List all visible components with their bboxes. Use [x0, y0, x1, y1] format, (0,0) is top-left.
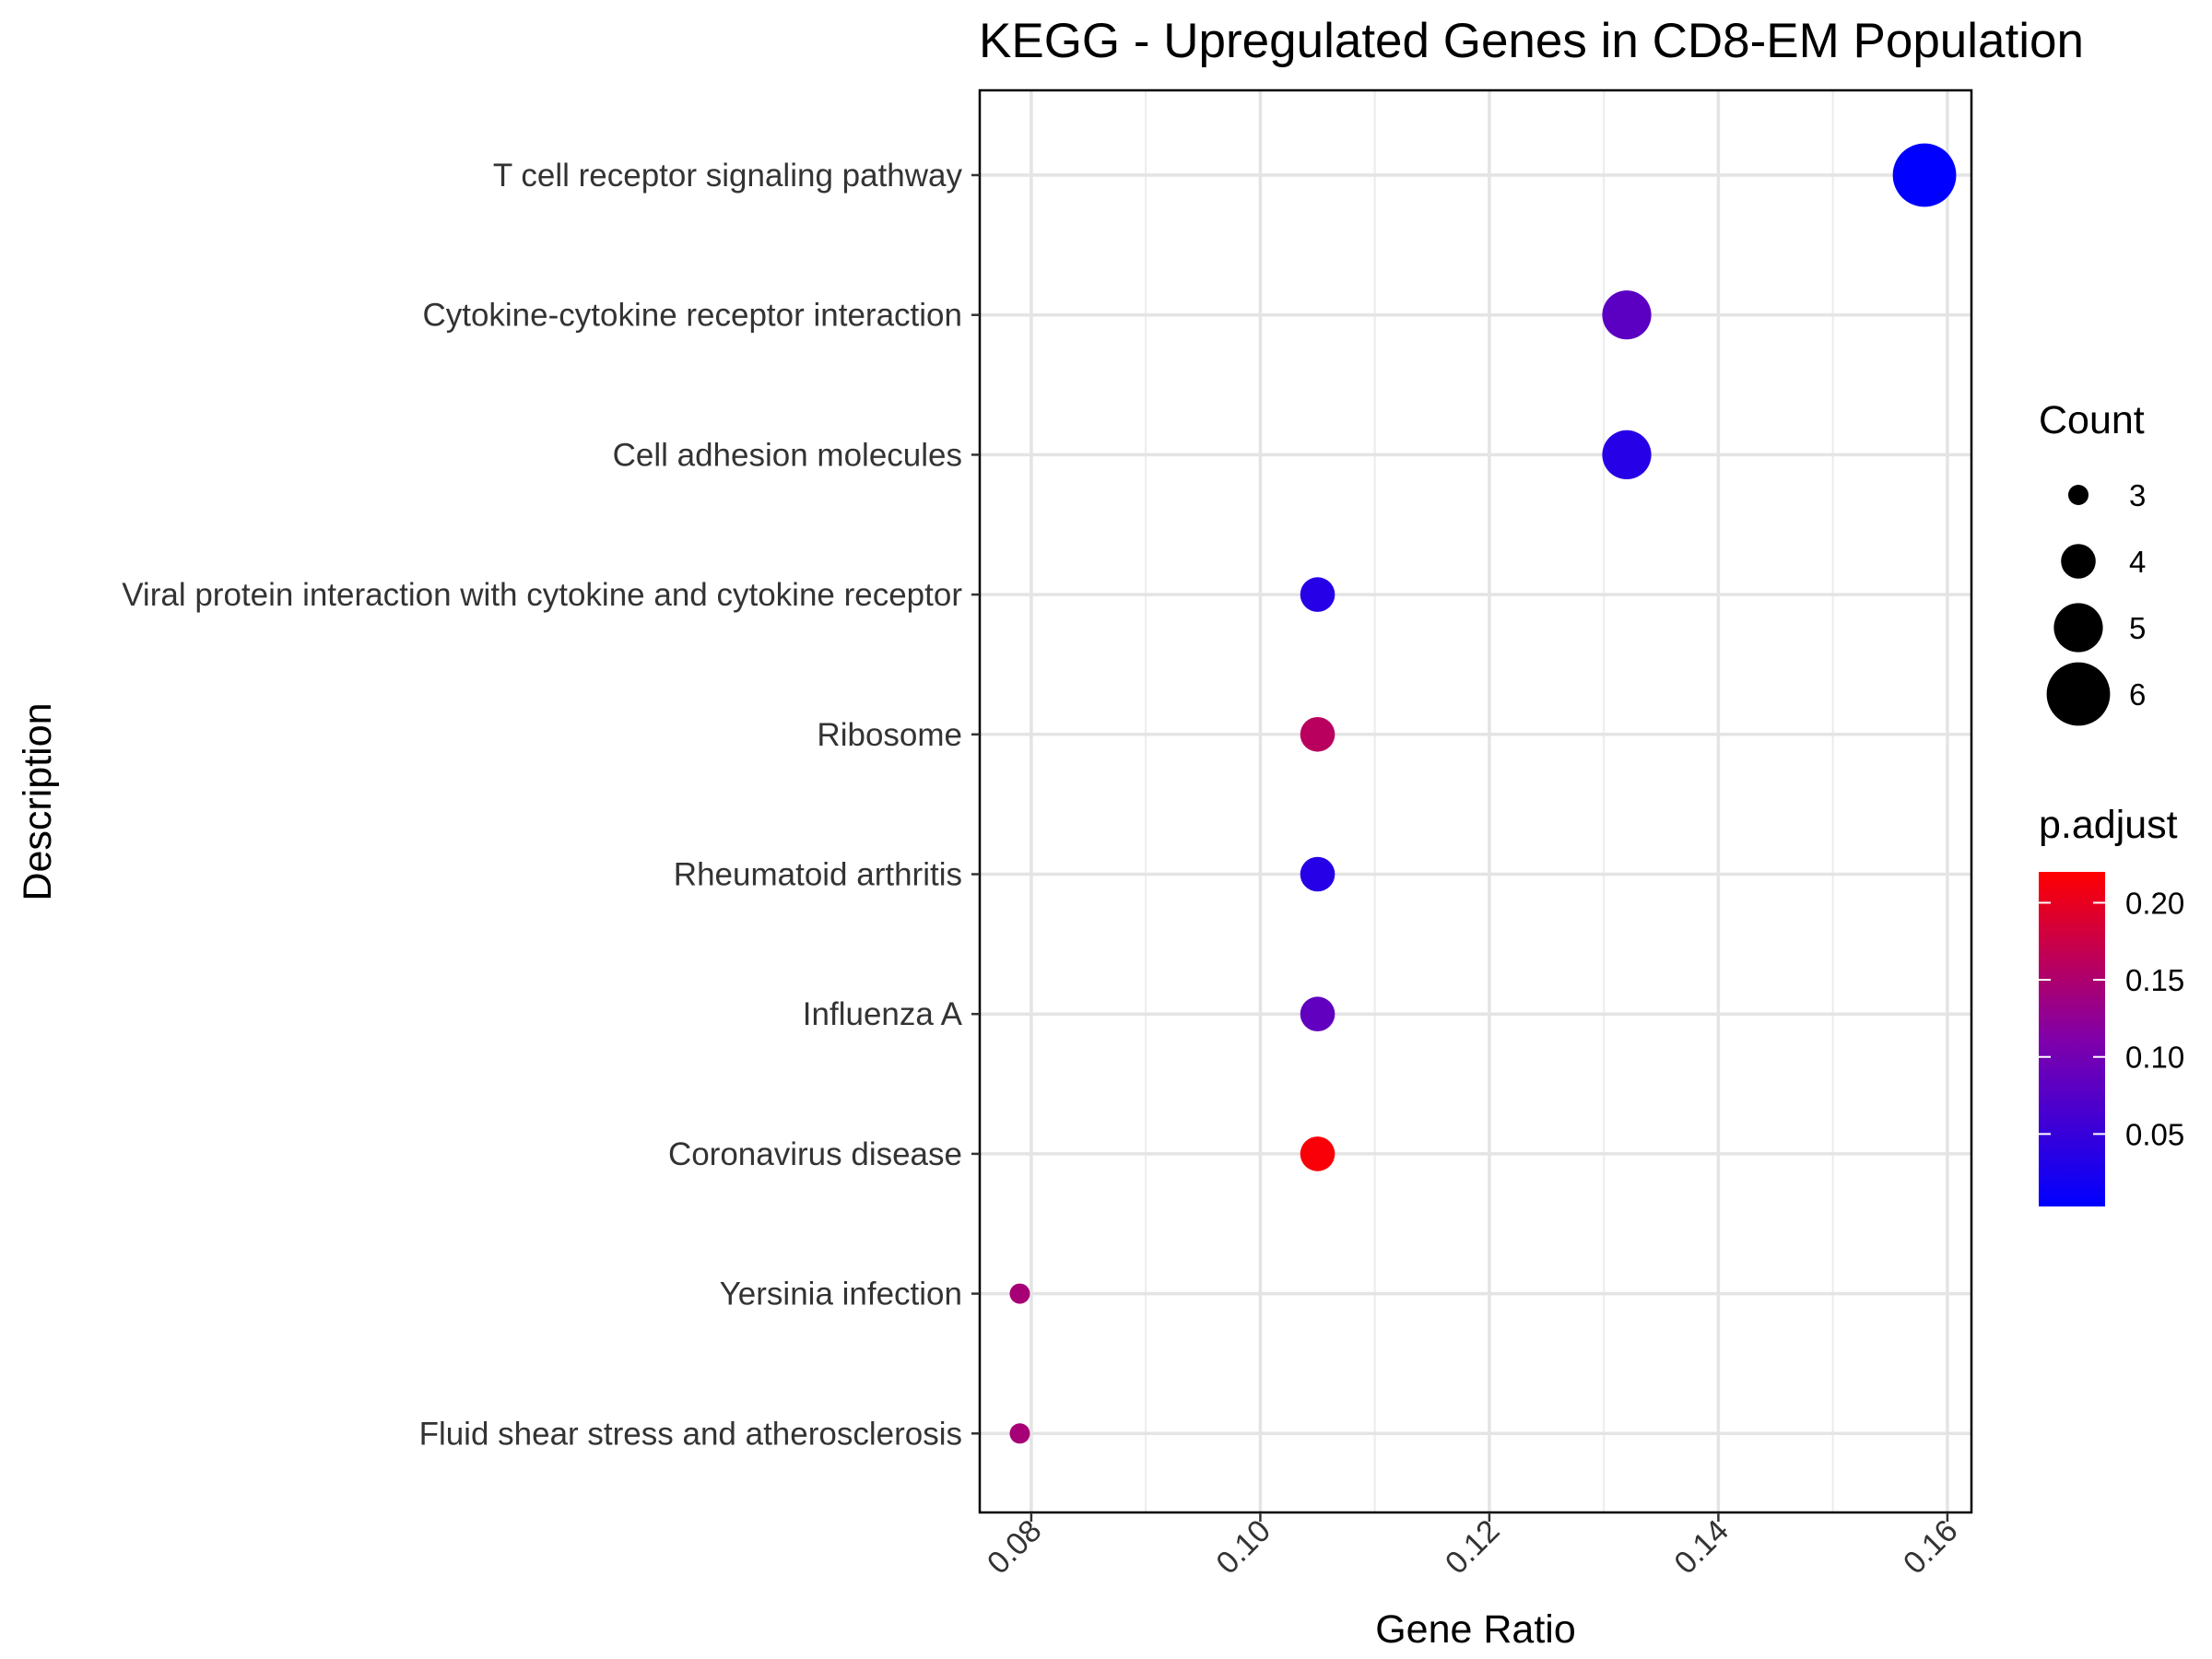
- y-tick-label: Viral protein interaction with cytokine …: [122, 577, 962, 613]
- color-legend-label: 0.15: [2125, 963, 2184, 997]
- data-point: [1602, 290, 1652, 340]
- size-legend-key: [2053, 603, 2103, 653]
- x-tick-labels: 0.08 0.10 0.12 0.14 0.16: [981, 1512, 1965, 1581]
- size-legend-label: 5: [2129, 611, 2146, 645]
- data-point: [1300, 577, 1335, 612]
- grid-major-lines: [980, 90, 1971, 1512]
- data-point: [1300, 1136, 1335, 1171]
- y-axis-title: Description: [16, 702, 60, 900]
- plot-border: [978, 88, 1973, 1514]
- color-legend-label: 0.05: [2125, 1117, 2184, 1151]
- y-tick-label: Rheumatoid arthritis: [674, 857, 962, 893]
- data-point: [1300, 717, 1335, 752]
- y-tick-label: Ribosome: [817, 717, 962, 753]
- color-legend-title: p.adjust: [2039, 803, 2178, 847]
- x-tick-label: 0.10: [1209, 1513, 1277, 1582]
- size-legend-key: [2068, 485, 2088, 505]
- x-tick-label: 0.08: [981, 1513, 1049, 1582]
- chart-title: KEGG - Upregulated Genes in CD8-EM Popul…: [979, 14, 2084, 68]
- y-tick-label: Coronavirus disease: [668, 1136, 962, 1172]
- x-axis-title: Gene Ratio: [1375, 1607, 1576, 1652]
- y-tick-label: T cell receptor signaling pathway: [493, 158, 963, 194]
- y-tick-label: Yersinia infection: [720, 1277, 962, 1312]
- y-tick-label: Influenza A: [803, 996, 963, 1032]
- color-legend: p.adjust 0.05 0.10 0.15 0.20: [2039, 803, 2184, 1206]
- size-legend-key: [2061, 544, 2096, 579]
- size-legend-key: [2046, 662, 2111, 726]
- x-tick-label: 0.14: [1667, 1513, 1735, 1582]
- size-legend-title: Count: [2039, 398, 2145, 442]
- y-tick-label: Fluid shear stress and atherosclerosis: [419, 1416, 962, 1452]
- data-point: [1602, 429, 1652, 479]
- data-point: [1300, 856, 1335, 892]
- data-points: [1009, 143, 1957, 1444]
- x-tick-label: 0.16: [1897, 1513, 1965, 1582]
- y-tick-labels: T cell receptor signaling pathway Cytokin…: [122, 158, 980, 1452]
- y-tick-label: Cell adhesion molecules: [613, 437, 962, 473]
- color-legend-bar: [2039, 872, 2105, 1206]
- color-legend-label: 0.10: [2125, 1041, 2184, 1075]
- grid-minor-lines: [1145, 90, 1834, 1512]
- data-point: [1892, 143, 1957, 207]
- data-point: [1300, 996, 1335, 1031]
- y-tick-label: Cytokine-cytokine receptor interaction: [422, 298, 962, 334]
- size-legend-label: 3: [2129, 478, 2146, 512]
- x-tick-label: 0.12: [1439, 1513, 1507, 1582]
- data-point: [1009, 1283, 1030, 1304]
- size-legend-label: 6: [2129, 677, 2146, 712]
- data-point: [1009, 1423, 1030, 1444]
- color-legend-label: 0.20: [2125, 886, 2184, 920]
- size-legend-label: 4: [2129, 545, 2146, 579]
- plot-panel: [978, 88, 1973, 1514]
- size-legend: Count 3 4 5 6: [2039, 398, 2146, 726]
